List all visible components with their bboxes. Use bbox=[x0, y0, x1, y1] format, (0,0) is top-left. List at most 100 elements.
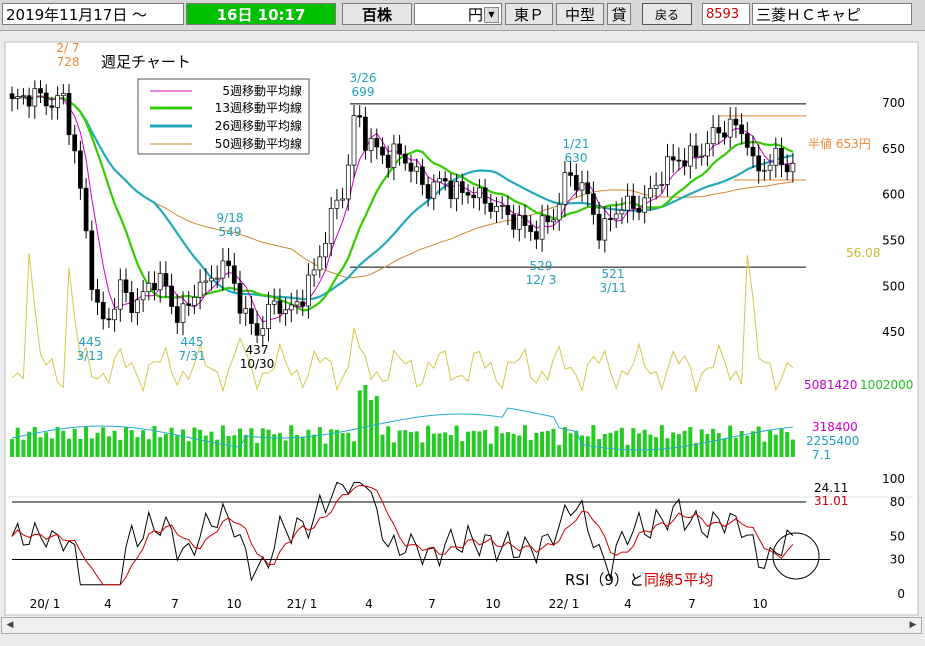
candle-body bbox=[670, 156, 676, 161]
candle-body bbox=[368, 138, 374, 151]
candle-body bbox=[528, 225, 534, 232]
annotation-label: 437 bbox=[246, 343, 269, 357]
candle-body bbox=[779, 147, 784, 166]
candle-body bbox=[705, 143, 710, 157]
rsi-tick-label: 0 bbox=[897, 587, 905, 601]
volume-bar bbox=[528, 440, 533, 457]
candle-body bbox=[243, 308, 249, 314]
volume-bar bbox=[78, 438, 83, 457]
volume-bar bbox=[420, 442, 425, 457]
chart-title: 週足チャート bbox=[101, 53, 191, 71]
volume-bar bbox=[277, 433, 282, 457]
candle-body bbox=[727, 118, 733, 138]
candle-body bbox=[351, 115, 357, 166]
candle-body bbox=[448, 180, 454, 200]
candle-body bbox=[323, 243, 328, 258]
candle-body bbox=[676, 159, 682, 162]
candle-body bbox=[157, 273, 163, 291]
volume-bar bbox=[32, 426, 37, 457]
size-label: 中型 bbox=[556, 3, 604, 25]
volume-bar bbox=[106, 436, 111, 457]
candle-body bbox=[220, 260, 226, 279]
candle-body bbox=[72, 134, 78, 152]
candle-body bbox=[648, 188, 653, 199]
candle-body bbox=[43, 92, 49, 107]
candle-body bbox=[334, 199, 340, 209]
volume-bar bbox=[545, 430, 550, 457]
x-tick-label: 4 bbox=[624, 597, 632, 611]
volume-bar bbox=[272, 434, 277, 457]
scroll-left-icon[interactable]: ◀ bbox=[3, 619, 17, 632]
annotation-label: 630 bbox=[565, 151, 588, 165]
candle-body bbox=[15, 96, 21, 99]
volume-bar bbox=[146, 439, 151, 457]
candle-body bbox=[585, 182, 591, 195]
candle-body bbox=[203, 280, 209, 283]
volume-bar bbox=[494, 426, 499, 457]
highlight-circle bbox=[772, 532, 820, 580]
volume-bar bbox=[574, 430, 579, 457]
volume-bar bbox=[317, 427, 322, 457]
volume-bar bbox=[739, 430, 744, 457]
candle-body bbox=[522, 215, 528, 226]
currency-select[interactable]: 円 ▼ bbox=[414, 3, 502, 25]
volume-bar bbox=[352, 441, 356, 457]
candle-body bbox=[9, 93, 15, 99]
annotation-label: 3/11 bbox=[600, 281, 627, 295]
volume-bar bbox=[768, 430, 773, 457]
candle-body bbox=[739, 124, 744, 135]
date-from-field[interactable]: 2019年11月17日 ～ bbox=[2, 3, 184, 25]
candle-body bbox=[174, 306, 180, 323]
rsi-average-line bbox=[11, 484, 794, 586]
volume-bar bbox=[397, 430, 402, 457]
volume-bar bbox=[369, 400, 374, 457]
candle-body bbox=[437, 178, 442, 183]
price-tick-label: 600 bbox=[882, 188, 905, 202]
candle-body bbox=[425, 184, 431, 199]
volume-bar bbox=[55, 426, 60, 457]
candle-body bbox=[693, 145, 699, 158]
volume-bar bbox=[534, 433, 539, 457]
candle-body bbox=[78, 150, 83, 189]
back-button[interactable]: 戻る bbox=[642, 3, 692, 25]
horizontal-scrollbar[interactable]: ◀ ▶ bbox=[1, 617, 922, 634]
volume-bar bbox=[152, 426, 157, 457]
candle-body bbox=[100, 301, 106, 320]
volume-bar bbox=[676, 434, 681, 457]
candle-body bbox=[26, 95, 32, 107]
price-tick-label: 550 bbox=[882, 233, 905, 247]
candle-body bbox=[762, 169, 767, 172]
volume-bar bbox=[409, 432, 413, 457]
candle-body bbox=[710, 127, 716, 145]
candle-body bbox=[767, 164, 773, 171]
date-to-field[interactable]: 16日 10:17 bbox=[186, 3, 336, 25]
scroll-right-icon[interactable]: ▶ bbox=[906, 619, 920, 632]
candle-body bbox=[89, 230, 95, 290]
volume-bar bbox=[705, 433, 710, 457]
rsi-line bbox=[11, 481, 794, 586]
volume-bar bbox=[124, 427, 128, 457]
volume-ratio-line bbox=[11, 252, 794, 393]
volume-bar bbox=[283, 440, 288, 457]
volume-bar bbox=[471, 430, 476, 457]
candle-body bbox=[129, 292, 135, 313]
stock-code: 8593 bbox=[702, 3, 750, 25]
annotation-label: 699 bbox=[352, 85, 375, 99]
volume-bar bbox=[454, 425, 459, 457]
legend-ma50: 50週移動平均線 bbox=[215, 136, 302, 151]
volume-bar bbox=[10, 439, 14, 457]
rsi-tick-label: 30 bbox=[890, 553, 905, 567]
volume-bar bbox=[141, 430, 146, 457]
candle-body bbox=[306, 274, 311, 307]
half-price-label: 半値 653円 bbox=[808, 136, 871, 151]
candle-body bbox=[608, 218, 613, 220]
annotation-label: 10/30 bbox=[240, 357, 275, 371]
candle-body bbox=[499, 205, 505, 207]
candle-body bbox=[192, 296, 197, 306]
dropdown-arrow-icon[interactable]: ▼ bbox=[484, 7, 499, 23]
price-tick-label: 650 bbox=[882, 142, 905, 156]
candle-body bbox=[95, 289, 100, 303]
candle-body bbox=[756, 155, 762, 172]
volume-average-line bbox=[11, 407, 793, 451]
price-tick-label: 450 bbox=[882, 325, 905, 339]
